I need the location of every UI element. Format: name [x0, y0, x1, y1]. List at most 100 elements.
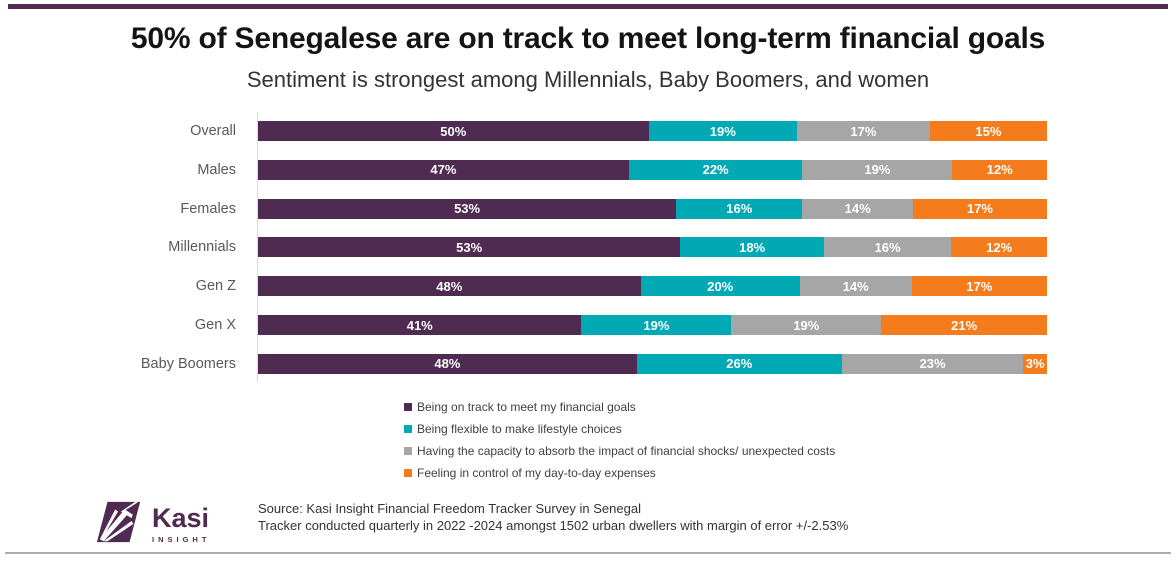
bar-segment: 19% [802, 159, 953, 180]
bar-segment: 18% [680, 237, 824, 258]
bar-segment: 15% [929, 121, 1047, 141]
bar-value-label: 20% [707, 278, 734, 294]
bar-value-label: 12% [986, 162, 1013, 178]
bar-value-label: 19% [864, 162, 891, 178]
bar-segment: 17% [797, 121, 930, 141]
bar-value-label: 23% [919, 356, 946, 372]
chart-row: Baby Boomers 48% 26% 23% 3% [0, 353, 1047, 374]
legend-label: Being on track to meet my financial goal… [417, 400, 636, 414]
legend-marker [404, 403, 412, 411]
bar-stack: 53% 18% 16% 12% [258, 237, 1047, 258]
bar-value-label: 41% [406, 317, 433, 333]
bar-segment: 19% [731, 315, 882, 336]
bar-value-label: 19% [643, 317, 670, 333]
bar-value-label: 19% [709, 123, 736, 139]
bar-segment: 20% [640, 276, 800, 297]
bar-value-label: 12% [986, 239, 1013, 255]
bar-segment: 14% [799, 276, 912, 297]
bar-stack: 41% 19% 19% 21% [258, 315, 1047, 336]
bar-value-label: 15% [975, 123, 1002, 139]
legend-marker [404, 469, 412, 477]
logo-name: Kasi [152, 503, 210, 533]
bar-segment: 19% [581, 315, 732, 336]
bar-value-label: 16% [874, 239, 901, 255]
bar-value-label: 14% [844, 201, 871, 217]
bar-segment: 14% [802, 198, 913, 219]
logo-tagline: INSIGHT [152, 535, 211, 544]
category-label: Gen X [194, 317, 236, 334]
bar-segment: 12% [952, 159, 1047, 180]
bar-value-label: 53% [454, 201, 481, 217]
bar-segment: 19% [648, 121, 798, 141]
bar-segment: 50% [258, 121, 649, 141]
legend-label: Being flexible to make lifestyle choices [417, 422, 622, 436]
bar-value-label: 53% [456, 239, 483, 255]
legend-item: Feeling in control of my day-to-day expe… [404, 465, 835, 481]
bar-value-label: 50% [440, 123, 467, 139]
legend-label: Having the capacity to absorb the impact… [417, 444, 836, 458]
chart-row: Millennials 53% 18% 16% 12% [0, 237, 1047, 258]
bar-value-label: 18% [739, 239, 766, 255]
bar-value-label: 48% [436, 278, 463, 294]
chart-legend: Being on track to meet my financial goal… [404, 399, 835, 481]
category-label: Millennials [168, 239, 236, 256]
legend-marker [404, 447, 412, 455]
bar-value-label: 48% [434, 356, 461, 372]
bar-value-label: 17% [966, 201, 993, 217]
legend-label: Feeling in control of my day-to-day expe… [417, 466, 656, 480]
source-line-2: Tracker conducted quarterly in 2022 -202… [258, 518, 849, 533]
bottom-rule [5, 552, 1171, 554]
bar-value-label: 47% [430, 162, 457, 178]
legend-marker [404, 425, 412, 433]
page-subtitle: Sentiment is strongest among Millennials… [246, 67, 930, 92]
source-line-1: Source: Kasi Insight Financial Freedom T… [258, 501, 641, 516]
bar-segment: 41% [258, 315, 582, 336]
legend-item: Having the capacity to absorb the impact… [404, 443, 835, 459]
chart-row: Overall 50% 19% 17% 15% [0, 121, 1047, 141]
bar-value-label: 26% [726, 356, 753, 372]
kasi-insight-logo: Kasi INSIGHT [95, 498, 210, 551]
bar-value-label: 14% [842, 278, 869, 294]
bar-segment: 23% [841, 353, 1024, 374]
chart-row: Males 47% 22% 19% 12% [0, 159, 1047, 180]
bar-segment: 53% [258, 237, 681, 258]
bar-stack: 48% 20% 14% 17% [258, 276, 1047, 297]
bar-value-label: 17% [966, 278, 993, 294]
bar-stack: 50% 19% 17% 15% [258, 121, 1047, 141]
bar-value-label: 3% [1025, 356, 1045, 372]
bar-stack: 53% 16% 14% 17% [258, 198, 1047, 219]
legend-item: Being on track to meet my financial goal… [404, 399, 835, 415]
bar-segment: 16% [823, 237, 952, 258]
y-axis-line [257, 112, 258, 382]
bar-segment: 21% [881, 315, 1047, 336]
chart-row: Females 53% 16% 14% 17% [0, 198, 1047, 219]
bar-stack: 48% 26% 23% 3% [258, 353, 1047, 374]
category-label: Gen Z [195, 278, 236, 295]
bar-segment: 17% [911, 276, 1047, 297]
bar-segment: 26% [636, 353, 842, 374]
legend-item: Being flexible to make lifestyle choices [404, 421, 835, 437]
category-label: Females [180, 200, 236, 217]
page-title: 50% of Senegalese are on track to meet l… [130, 22, 1046, 55]
bar-value-label: 22% [702, 162, 729, 178]
bar-segment: 48% [258, 276, 641, 297]
bar-segment: 16% [676, 198, 803, 219]
source-note: Source: Kasi Insight Financial Freedom T… [258, 500, 848, 534]
bar-stack: 47% 22% 19% 12% [258, 159, 1047, 180]
category-label: Baby Boomers [140, 355, 236, 372]
chart-row: Gen X 41% 19% 19% 21% [0, 315, 1047, 336]
bar-segment: 22% [628, 159, 803, 180]
kasi-logo-icon [95, 498, 143, 551]
bar-segment: 47% [258, 159, 629, 180]
chart-row: Gen Z 48% 20% 14% 17% [0, 276, 1047, 297]
bar-value-label: 16% [726, 201, 753, 217]
bar-segment: 3% [1023, 353, 1047, 374]
bar-value-label: 19% [793, 317, 820, 333]
bar-value-label: 17% [850, 123, 877, 139]
bar-segment: 12% [951, 237, 1047, 258]
logo-wordmark: Kasi INSIGHT [152, 503, 211, 545]
category-label: Overall [190, 123, 236, 139]
bar-segment: 17% [912, 198, 1047, 219]
top-rule [8, 4, 1168, 9]
